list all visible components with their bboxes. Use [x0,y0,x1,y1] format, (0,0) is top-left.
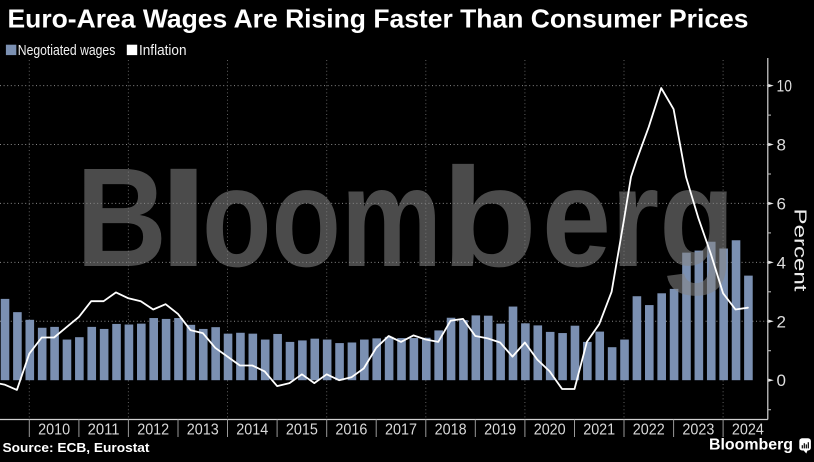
svg-text:2014: 2014 [236,422,268,439]
svg-text:B: B [76,138,167,296]
svg-text:Bloomberg: Bloomberg [709,437,793,454]
svg-text:2010: 2010 [38,422,70,439]
svg-text:2016: 2016 [335,422,367,439]
svg-text:2023: 2023 [682,422,714,439]
svg-text:2011: 2011 [88,422,120,439]
svg-text:2024: 2024 [732,422,764,439]
svg-text:Euro-Area Wages Are Rising Fas: Euro-Area Wages Are Rising Faster Than C… [8,4,749,34]
svg-text:2018: 2018 [435,422,467,439]
svg-text:2: 2 [777,312,786,331]
svg-text:2013: 2013 [187,422,219,439]
svg-text:10: 10 [777,77,792,96]
svg-text:8: 8 [777,136,786,155]
svg-text:oom: oom [202,138,442,296]
svg-text:erg: erg [542,138,735,296]
svg-text:2015: 2015 [286,422,318,439]
svg-text:2020: 2020 [534,422,566,439]
svg-text:0: 0 [777,371,786,390]
svg-text:Inflation: Inflation [139,42,187,59]
svg-text:4: 4 [777,253,786,272]
svg-text:6: 6 [777,194,786,213]
svg-text:Negotiated wages: Negotiated wages [18,42,116,59]
svg-text:2019: 2019 [484,422,516,439]
svg-text:2021: 2021 [583,422,615,439]
svg-text:Source: ECB, Eurostat: Source: ECB, Eurostat [3,440,151,455]
svg-text:2012: 2012 [137,422,169,439]
svg-text:2022: 2022 [633,422,665,439]
svg-text:b: b [441,138,537,296]
svg-text:Percent: Percent [791,209,811,292]
svg-text:2017: 2017 [385,422,417,439]
